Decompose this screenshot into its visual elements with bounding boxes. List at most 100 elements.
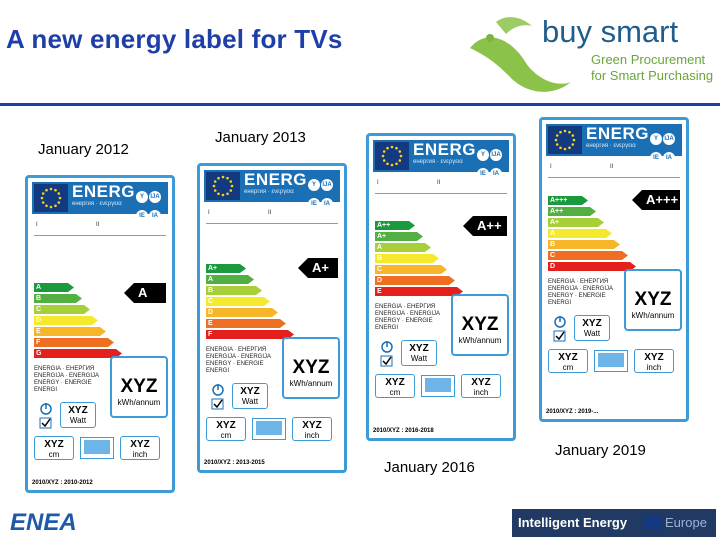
- energy-class-bar: D: [548, 262, 636, 271]
- energ-wordmark: ENERG: [586, 124, 649, 143]
- consumption-box: XYZ kWh/annum: [624, 269, 682, 331]
- on-mode-power-unit: Watt: [410, 354, 428, 363]
- eu-flag-icon: [206, 172, 240, 200]
- energy-label-3: ENERG енергия · ενεργεια Y IJAIE IA I II A++ A+ A…: [366, 133, 516, 441]
- supplier-model-row: I II: [548, 164, 680, 178]
- energ-subtitle: енергия · ενεργεια: [586, 143, 636, 149]
- screen-size-inch-box: XYZ inch: [120, 436, 160, 460]
- energy-class-bar: C: [206, 297, 270, 306]
- screen-size-cm-box: XYZ cm: [206, 417, 246, 441]
- energy-class-bar: B: [34, 294, 82, 303]
- energy-label-4: ENERG енергия · ενεργεια Y IJAIE IA I II A+++ A+…: [539, 117, 689, 422]
- buy-smart-name: buy smart: [542, 14, 679, 49]
- tv-screen-icon: [252, 418, 286, 440]
- language-circle: Y: [477, 149, 489, 161]
- screen-size-inch-box: XYZ inch: [461, 374, 501, 398]
- consumption-box: XYZ kWh/annum: [282, 337, 340, 399]
- screen-size-cm-unit: cm: [220, 431, 232, 440]
- energ-wordmark: ENERG: [413, 140, 476, 159]
- power-switch-icon: [552, 315, 568, 348]
- language-circle: Y: [650, 133, 662, 145]
- screen-size-inch-unit: inch: [473, 388, 489, 397]
- screen-size-inch-value: XYZ: [471, 377, 491, 388]
- tv-screen-display: [598, 353, 624, 367]
- energ-subtitle: енергия · ενεργεια: [244, 189, 294, 195]
- power-switch-icon: [210, 383, 226, 416]
- language-circles: Y IJAIE IA: [308, 173, 336, 211]
- energ-wordmark: ENERG: [72, 182, 135, 201]
- energy-class-bar: A++: [548, 207, 596, 216]
- tick-mark-1: I: [550, 164, 552, 170]
- energy-class-bar: A: [548, 229, 612, 238]
- on-mode-power-unit: Watt: [69, 416, 87, 425]
- energy-class-bar: B: [548, 240, 620, 249]
- tick-mark-2: II: [96, 222, 100, 228]
- energy-class-bar: A: [34, 283, 74, 292]
- screen-size-cm-value: XYZ: [558, 352, 578, 363]
- supplier-model-row: I II: [34, 222, 166, 236]
- screen-size-inch-box: XYZ inch: [634, 349, 674, 373]
- power-switch-icon: [38, 402, 54, 435]
- eu-flag-icon: [643, 516, 661, 529]
- energy-class-bar: C: [548, 251, 628, 260]
- screen-size-cm-box: XYZ cm: [375, 374, 415, 398]
- energy-language-list: ENERGIA · ЕНЕРГИЯ ENERGIJA · ENERGIJA EN…: [206, 347, 272, 374]
- language-circle: IE: [136, 210, 148, 222]
- annual-consumption-value: XYZ: [292, 357, 330, 378]
- screen-size-inch-value: XYZ: [130, 439, 150, 450]
- screen-size-cm-unit: cm: [48, 450, 60, 459]
- energy-label-1: ENERG енергия · ενεργεια Y IJAIE IA I II A B C D E F…: [25, 175, 175, 493]
- tv-screen-icon: [80, 437, 114, 459]
- screen-size-cm-box: XYZ cm: [34, 436, 74, 460]
- on-mode-power-unit: Watt: [583, 329, 601, 338]
- language-circles: Y IJAIE IA: [650, 127, 678, 165]
- on-mode-power-box: XYZ Watt: [401, 340, 437, 366]
- regulation-footer: 2010/XYZ : 2010-2012: [32, 480, 93, 486]
- tick-mark-2: II: [268, 210, 272, 216]
- tick-mark-1: I: [36, 222, 38, 228]
- date-2019: January 2019: [555, 442, 646, 459]
- energy-class-bar: E: [34, 327, 106, 336]
- screen-size-cm-value: XYZ: [385, 377, 405, 388]
- title-divider: [0, 103, 720, 106]
- energy-class-bar: C: [375, 265, 447, 274]
- energy-class-bar: D: [375, 276, 455, 285]
- energy-language-list: ENERGIA · ЕНЕРГИЯ ENERGIJA · ENERGIJA EN…: [34, 366, 100, 393]
- energy-class-bar: A+: [548, 218, 604, 227]
- eu-flag-icon: [375, 142, 409, 170]
- annual-consumption-unit: kWh/annum: [117, 398, 161, 407]
- screen-size-cm-unit: cm: [389, 388, 401, 397]
- regulation-footer: 2010/XYZ : 2019-...: [546, 409, 599, 415]
- energy-rating-arrow: A++: [463, 216, 507, 236]
- language-circle: IJA: [663, 133, 675, 145]
- energ-subtitle: енергия · ενεργεια: [413, 159, 463, 165]
- screen-size-cm-unit: cm: [562, 363, 574, 372]
- energy-class-bar: B: [375, 254, 439, 263]
- buy-smart-logo: buy smart Green Procurement for Smart Pu…: [466, 8, 720, 100]
- tv-screen-icon: [594, 350, 628, 372]
- supplier-model-row: I II: [375, 180, 507, 194]
- language-circle: Y: [308, 179, 320, 191]
- eu-flag-icon: [548, 126, 582, 154]
- annual-consumption-value: XYZ: [634, 289, 672, 310]
- on-mode-power-value: XYZ: [68, 405, 88, 416]
- language-circle: IJA: [149, 191, 161, 203]
- tv-screen-icon: [421, 375, 455, 397]
- screen-size-inch-value: XYZ: [644, 352, 664, 363]
- screen-size-inch-unit: inch: [304, 431, 320, 440]
- label-header: ENERG енергия · ενεργεια Y IJAIE IA: [204, 170, 340, 210]
- enea-logo-icon: ENEA: [10, 509, 77, 536]
- supplier-model-row: I II: [206, 210, 338, 224]
- language-circle: Y: [136, 191, 148, 203]
- energy-class-bar: E: [375, 287, 463, 296]
- language-circle: IE: [650, 152, 662, 164]
- energy-class-bar: A+: [206, 264, 246, 273]
- buy-smart-swoosh-icon: [470, 17, 571, 92]
- screen-size-inch-box: XYZ inch: [292, 417, 332, 441]
- regulation-footer: 2010/XYZ : 2013-2015: [204, 460, 265, 466]
- enea-logo-text: ENEA: [10, 509, 77, 533]
- date-2016: January 2016: [384, 459, 475, 476]
- tick-mark-1: I: [208, 210, 210, 216]
- tv-screen-display: [84, 440, 110, 454]
- language-circle: IJA: [321, 179, 333, 191]
